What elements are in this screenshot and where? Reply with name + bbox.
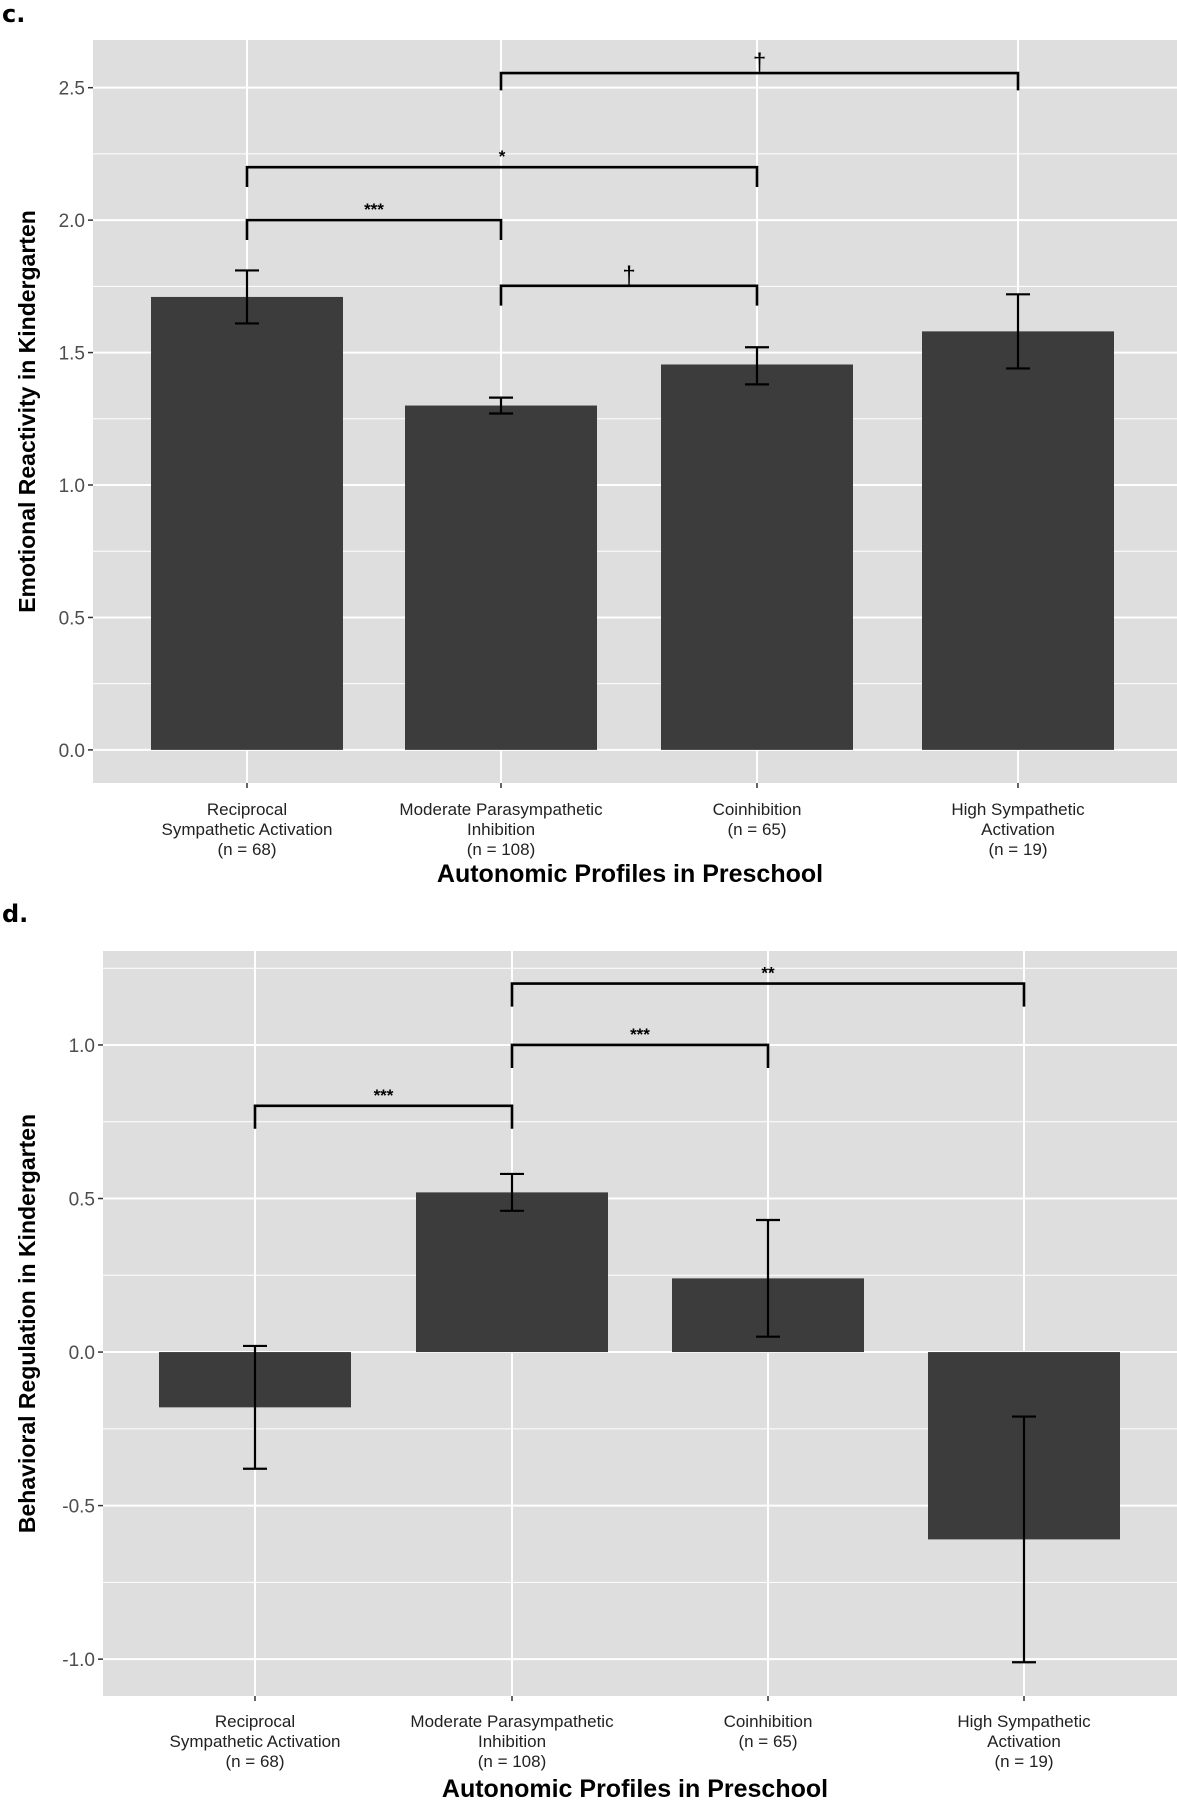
y-tick-label: -0.5 xyxy=(62,1497,95,1518)
significance-label: *** xyxy=(374,1086,394,1105)
y-tick-label: 0.5 xyxy=(59,608,85,629)
chart-c: c.0.00.51.01.52.02.5†****†ReciprocalSymp… xyxy=(2,0,1177,888)
y-axis-title: Emotional Reactivity in Kindergarten xyxy=(14,210,40,613)
y-axis-title: Behavioral Regulation in Kindergarten xyxy=(14,1114,40,1533)
x-category-label: (n = 108) xyxy=(467,840,536,859)
x-category-label: Reciprocal xyxy=(215,1712,295,1731)
significance-bracket xyxy=(253,1104,514,1129)
x-category-label: Activation xyxy=(987,1732,1061,1751)
x-category-label: Coinhibition xyxy=(724,1712,813,1731)
x-category-label: Moderate Parasympathetic xyxy=(410,1712,614,1731)
significance-label: † xyxy=(753,49,766,76)
x-category-label: Sympathetic Activation xyxy=(161,820,332,839)
significance-label: * xyxy=(499,147,506,166)
x-category-label: Activation xyxy=(981,820,1055,839)
panel-label: d. xyxy=(2,900,28,928)
x-category-label: Inhibition xyxy=(478,1732,546,1751)
y-tick-label: 0.0 xyxy=(59,741,85,762)
x-category-label: Coinhibition xyxy=(713,800,802,819)
x-category-label: (n = 19) xyxy=(994,1752,1053,1771)
x-axis-title: Autonomic Profiles in Preschool xyxy=(442,1775,828,1800)
x-category-label: Sympathetic Activation xyxy=(169,1732,340,1751)
significance-bracket xyxy=(499,71,1020,91)
x-category-label: (n = 65) xyxy=(738,1732,797,1751)
y-tick-label: 2.0 xyxy=(59,211,85,232)
significance-bracket xyxy=(499,284,759,306)
bar xyxy=(416,1192,608,1353)
bar xyxy=(151,296,343,750)
x-category-label: High Sympathetic xyxy=(951,800,1085,819)
y-tick-label: 0.0 xyxy=(69,1343,95,1364)
y-tick-label: 0.5 xyxy=(69,1190,95,1211)
significance-bracket xyxy=(510,982,1026,1007)
significance-label: ** xyxy=(761,964,775,983)
y-tick-label: 1.5 xyxy=(59,344,85,365)
y-tick-label: 2.5 xyxy=(59,79,85,100)
significance-bracket xyxy=(245,218,503,240)
x-category-label: (n = 68) xyxy=(225,1752,284,1771)
x-category-label: Reciprocal xyxy=(207,800,287,819)
x-category-label: Inhibition xyxy=(467,820,535,839)
bar xyxy=(922,331,1114,750)
bar xyxy=(661,364,853,750)
y-tick-label: 1.0 xyxy=(69,1036,95,1057)
significance-bracket xyxy=(245,165,759,188)
chart-d: d.-1.0-0.50.00.51.0********ReciprocalSym… xyxy=(2,900,1177,1800)
x-category-label: (n = 108) xyxy=(478,1752,547,1771)
x-category-label: (n = 68) xyxy=(217,840,276,859)
x-category-label: (n = 19) xyxy=(988,840,1047,859)
significance-label: *** xyxy=(364,200,384,219)
y-tick-label: -1.0 xyxy=(62,1650,95,1671)
significance-bracket xyxy=(510,1043,770,1068)
x-category-label: (n = 65) xyxy=(727,820,786,839)
x-category-label: Moderate Parasympathetic xyxy=(399,800,603,819)
plot-panel xyxy=(103,951,1177,1696)
bar xyxy=(405,405,597,750)
significance-label: † xyxy=(622,262,635,289)
y-tick-label: 1.0 xyxy=(59,476,85,497)
x-axis-title: Autonomic Profiles in Preschool xyxy=(437,860,823,888)
x-category-label: High Sympathetic xyxy=(957,1712,1091,1731)
panel-label: c. xyxy=(2,0,25,28)
significance-label: *** xyxy=(630,1025,650,1044)
